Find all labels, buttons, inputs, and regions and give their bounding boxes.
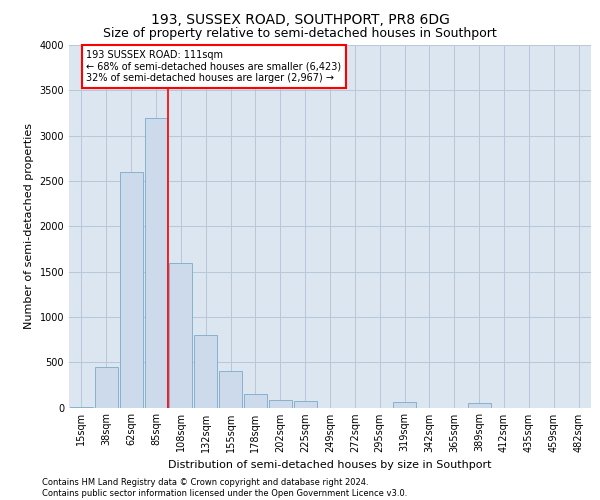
Bar <box>393 402 416 407</box>
Bar <box>145 118 167 408</box>
Text: 193, SUSSEX ROAD, SOUTHPORT, PR8 6DG: 193, SUSSEX ROAD, SOUTHPORT, PR8 6DG <box>151 12 449 26</box>
Bar <box>219 371 242 408</box>
Text: Size of property relative to semi-detached houses in Southport: Size of property relative to semi-detach… <box>103 28 497 40</box>
Bar <box>95 366 118 408</box>
Bar <box>244 394 267 407</box>
Bar <box>169 262 192 408</box>
Text: 193 SUSSEX ROAD: 111sqm
← 68% of semi-detached houses are smaller (6,423)
32% of: 193 SUSSEX ROAD: 111sqm ← 68% of semi-de… <box>86 50 341 82</box>
Bar <box>468 403 491 407</box>
Bar <box>70 406 93 408</box>
Y-axis label: Number of semi-detached properties: Number of semi-detached properties <box>24 123 34 329</box>
Text: Contains HM Land Registry data © Crown copyright and database right 2024.
Contai: Contains HM Land Registry data © Crown c… <box>42 478 407 498</box>
Bar <box>294 401 317 407</box>
X-axis label: Distribution of semi-detached houses by size in Southport: Distribution of semi-detached houses by … <box>168 460 492 470</box>
Bar <box>269 400 292 407</box>
Bar <box>120 172 143 408</box>
Bar <box>194 335 217 407</box>
